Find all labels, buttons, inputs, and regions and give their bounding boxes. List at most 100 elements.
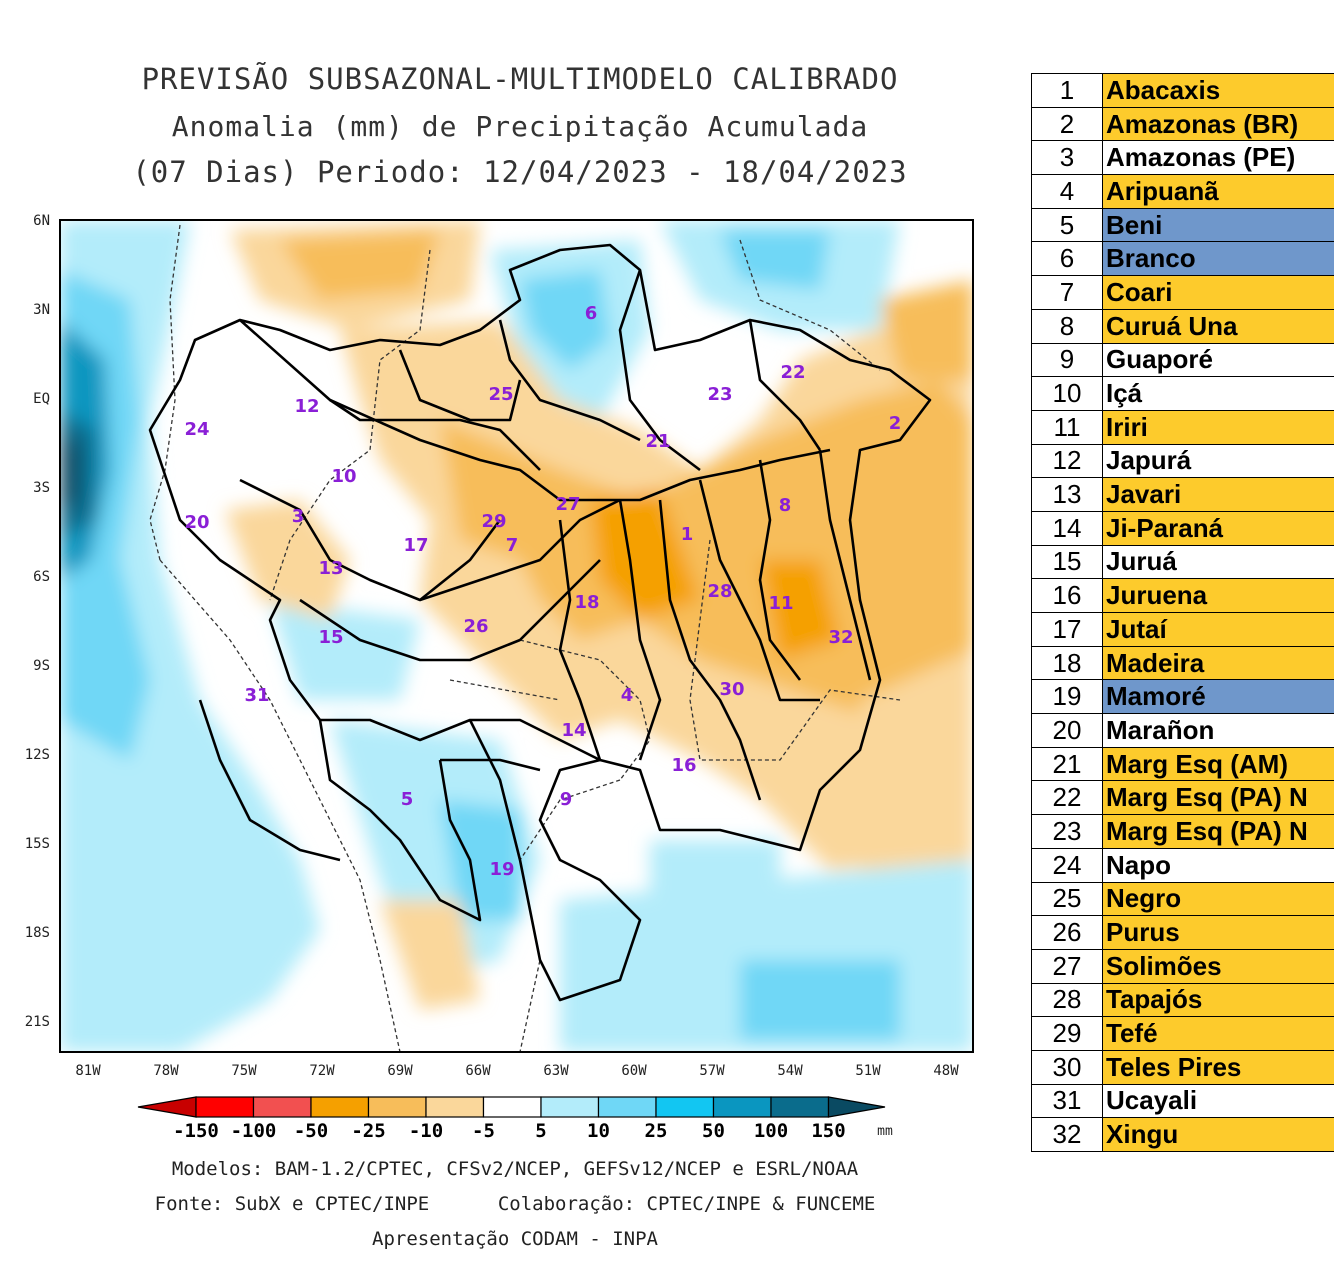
basin-row: 27 Solimões — [1031, 948, 1334, 984]
basin-row: 22 Marg Esq (PA) N — [1031, 780, 1334, 816]
colorbar-swatch — [770, 1096, 830, 1118]
colorbar-swatch — [137, 1096, 197, 1118]
basin-number: 1 — [1031, 73, 1103, 108]
lon-label: 66W — [465, 1063, 491, 1079]
basin-number: 32 — [1031, 1117, 1103, 1152]
basin-number: 10 — [1031, 376, 1103, 411]
colorbar-label: -5 — [472, 1120, 495, 1142]
basin-label: 13 — [318, 558, 343, 579]
map-title: PREVISÃO SUBSAZONAL-MULTIMODELO CALIBRAD… — [141, 62, 899, 96]
basin-label: 17 — [403, 535, 428, 556]
colorbar-swatch — [252, 1096, 312, 1118]
basin-row: 1 Abacaxis — [1031, 73, 1334, 108]
basin-name: Marg Esq (PA) N — [1102, 780, 1334, 816]
basin-label: 18 — [574, 592, 599, 613]
basin-label: 3 — [292, 506, 305, 527]
precipitation-anomaly-map: 6N 3N EQ 3S 6S 9S 12S 15S 18S 21S 81W 78… — [25, 213, 974, 1142]
colorbar-unit: mm — [877, 1124, 893, 1139]
basin-label: 31 — [244, 685, 269, 706]
lat-label: 6N — [33, 213, 50, 229]
basin-label: 23 — [707, 384, 732, 405]
basin-row: 6 Branco — [1031, 241, 1334, 277]
basin-row: 32 Xingu — [1031, 1117, 1334, 1152]
basin-number: 9 — [1031, 342, 1103, 378]
basin-number: 25 — [1031, 881, 1103, 917]
basin-label: 15 — [318, 627, 343, 648]
basin-name: Mamoré — [1102, 679, 1334, 715]
basin-number: 31 — [1031, 1083, 1103, 1119]
basin-label: 28 — [707, 581, 732, 602]
lon-label: 63W — [543, 1063, 569, 1079]
basin-name: Içá — [1102, 376, 1334, 411]
basin-name: Abacaxis — [1102, 73, 1334, 108]
basin-label: 9 — [560, 789, 573, 810]
basin-label: 5 — [401, 789, 414, 810]
basin-number: 30 — [1031, 1049, 1103, 1085]
basin-number: 4 — [1031, 174, 1103, 209]
basin-number: 22 — [1031, 780, 1103, 816]
lon-label: 54W — [777, 1063, 803, 1079]
basin-row: 19 Mamoré — [1031, 679, 1334, 715]
basin-name: Coari — [1102, 275, 1334, 310]
basin-row: 17 Jutaí — [1031, 612, 1334, 647]
basin-name: Marg Esq (PA) N — [1102, 814, 1334, 849]
basin-name: Juruena — [1102, 578, 1334, 613]
basin-name: Napo — [1102, 847, 1334, 883]
colorbar-swatch — [195, 1096, 255, 1118]
latitude-axis: 6N 3N EQ 3S 6S 9S 12S 15S 18S 21S — [25, 213, 50, 1030]
basin-row: 28 Tapajós — [1031, 982, 1334, 1018]
lon-label: 51W — [855, 1063, 881, 1079]
basin-number: 24 — [1031, 847, 1103, 883]
basin-number: 11 — [1031, 409, 1103, 445]
basin-name: Tefé — [1102, 1016, 1334, 1051]
colorbar-label: 150 — [811, 1120, 845, 1142]
colorbar-swatch — [425, 1096, 485, 1118]
basin-row: 11 Iriri — [1031, 409, 1334, 445]
basin-row: 24 Napo — [1031, 847, 1334, 883]
basin-label: 7 — [506, 535, 519, 556]
lon-label: 81W — [75, 1063, 101, 1079]
colorbar-label: 10 — [587, 1120, 610, 1142]
lon-label: 48W — [933, 1063, 959, 1079]
basin-row: 29 Tefé — [1031, 1016, 1334, 1051]
basin-label: 6 — [585, 303, 598, 324]
basin-row: 26 Purus — [1031, 915, 1334, 950]
basin-name: Amazonas (PE) — [1102, 140, 1334, 176]
basin-label: 8 — [779, 495, 792, 516]
map-subtitle: Anomalia (mm) de Precipitação Acumulada — [171, 110, 869, 143]
lat-label: 3N — [33, 302, 50, 318]
anomaly-field — [60, 220, 973, 1052]
basin-name: Madeira — [1102, 645, 1334, 681]
basin-legend-table: 1 Abacaxis 2 Amazonas (BR) 3 Amazonas (PE) 4 Ar… — [1031, 73, 1334, 1152]
basin-number: 7 — [1031, 275, 1103, 310]
basin-label: 21 — [645, 431, 670, 452]
basin-row: 15 Juruá — [1031, 544, 1334, 580]
basin-row: 12 Japurá — [1031, 443, 1334, 479]
basin-label: 20 — [184, 512, 209, 533]
basin-number: 2 — [1031, 106, 1103, 142]
lat-label: 12S — [25, 747, 50, 763]
lon-label: 57W — [699, 1063, 725, 1079]
basin-label: 19 — [489, 859, 514, 880]
basin-row: 13 Javari — [1031, 477, 1334, 512]
lon-label: 78W — [153, 1063, 179, 1079]
colorbar-label: -10 — [409, 1120, 443, 1142]
lon-label: 72W — [309, 1063, 335, 1079]
basin-number: 28 — [1031, 982, 1103, 1018]
basin-label: 30 — [719, 679, 744, 700]
basin-name: Amazonas (BR) — [1102, 106, 1334, 142]
basin-label: 32 — [828, 627, 853, 648]
basin-label: 11 — [768, 593, 793, 614]
basin-number: 19 — [1031, 679, 1103, 715]
basin-name: Juruá — [1102, 544, 1334, 580]
colorbar-swatch — [712, 1096, 772, 1118]
basin-name: Beni — [1102, 207, 1334, 243]
basin-name: Purus — [1102, 915, 1334, 950]
colorbar-label: 100 — [754, 1120, 788, 1142]
colorbar-swatch — [367, 1096, 427, 1118]
basin-number: 23 — [1031, 814, 1103, 849]
basin-number: 12 — [1031, 443, 1103, 479]
basin-label: 22 — [780, 362, 805, 383]
basin-row: 31 Ucayali — [1031, 1083, 1334, 1119]
lat-label: 18S — [25, 925, 50, 941]
